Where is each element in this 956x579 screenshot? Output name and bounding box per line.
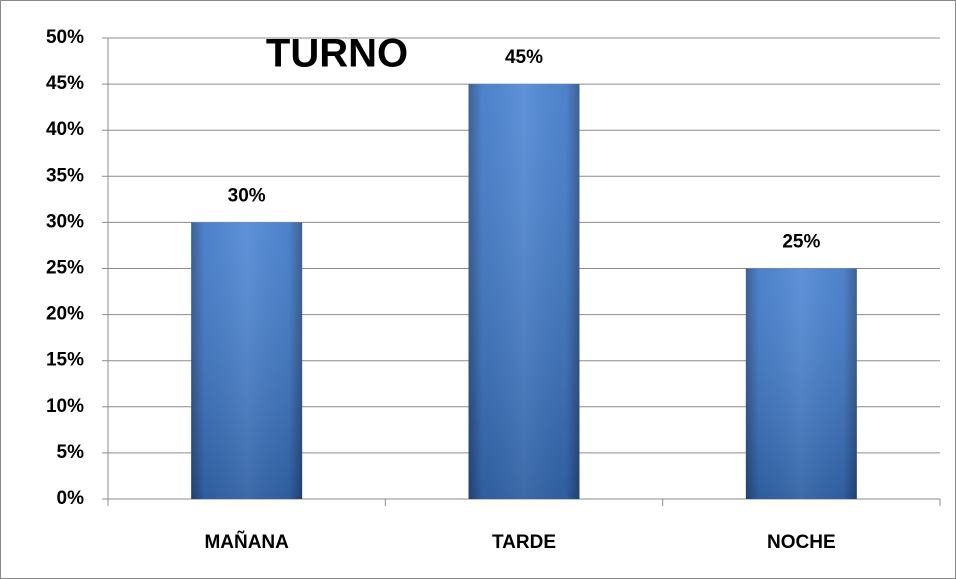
y-tick-label: 50% — [46, 27, 84, 48]
y-tick-label: 35% — [46, 165, 84, 186]
x-tick-label: TARDE — [492, 532, 556, 553]
bar-shade — [745, 268, 857, 499]
y-tick-label: 20% — [46, 304, 84, 325]
y-tick-label: 10% — [46, 396, 84, 417]
y-tick-label: 15% — [46, 350, 84, 371]
y-tick-label: 25% — [46, 258, 84, 279]
y-tick-label: 30% — [46, 211, 84, 232]
bar-shade — [468, 84, 580, 499]
x-tick-label: MAÑANA — [204, 531, 289, 553]
value-label: 30% — [228, 185, 266, 206]
y-tick-label: 45% — [46, 73, 84, 94]
x-tick-label: NOCHE — [767, 532, 836, 553]
bar-shade — [191, 222, 303, 499]
y-tick-label: 5% — [57, 442, 85, 463]
chart-title: TURNO — [266, 32, 408, 76]
value-label: 45% — [505, 47, 543, 68]
y-tick-label: 40% — [46, 119, 84, 140]
value-label: 25% — [782, 232, 820, 253]
y-tick-label: 0% — [57, 488, 85, 509]
